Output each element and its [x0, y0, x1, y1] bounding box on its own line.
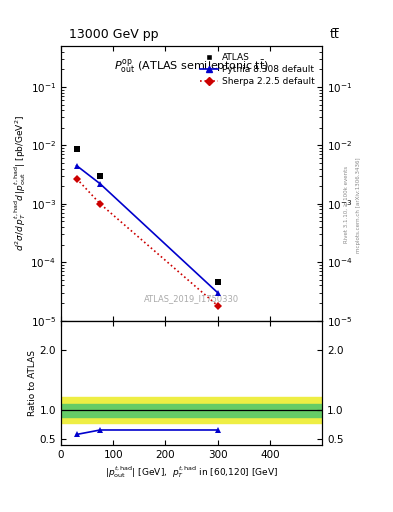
Text: 13000 GeV pp: 13000 GeV pp — [69, 28, 158, 41]
Y-axis label: $d^2\sigma / d\,p_T^{t,\mathrm{had}} d\,|p_{\mathrm{out}}^{t,\mathrm{had}}|$ [pb: $d^2\sigma / d\,p_T^{t,\mathrm{had}} d\,… — [12, 115, 28, 251]
Text: Rivet 3.1.10, ≥ 100k events: Rivet 3.1.10, ≥ 100k events — [344, 166, 349, 243]
Text: ATLAS_2019_I1750330: ATLAS_2019_I1750330 — [144, 294, 239, 303]
Legend: ATLAS, Pythia 8.308 default, Sherpa 2.2.5 default: ATLAS, Pythia 8.308 default, Sherpa 2.2.… — [197, 51, 318, 89]
Text: $P_{\mathrm{out}}^{\mathrm{op}}$ (ATLAS semileptonic t$\bar{\mathrm{t}}$): $P_{\mathrm{out}}^{\mathrm{op}}$ (ATLAS … — [114, 57, 269, 75]
Text: tt̅: tt̅ — [330, 28, 340, 41]
X-axis label: $|p_{\mathrm{out}}^{t,\mathrm{had}}|$ [GeV],  $p_T^{t,\mathrm{had}}$ in [60,120]: $|p_{\mathrm{out}}^{t,\mathrm{had}}|$ [G… — [105, 464, 278, 480]
Text: mcplots.cern.ch [arXiv:1306.3436]: mcplots.cern.ch [arXiv:1306.3436] — [356, 157, 361, 252]
Y-axis label: Ratio to ATLAS: Ratio to ATLAS — [28, 350, 37, 416]
